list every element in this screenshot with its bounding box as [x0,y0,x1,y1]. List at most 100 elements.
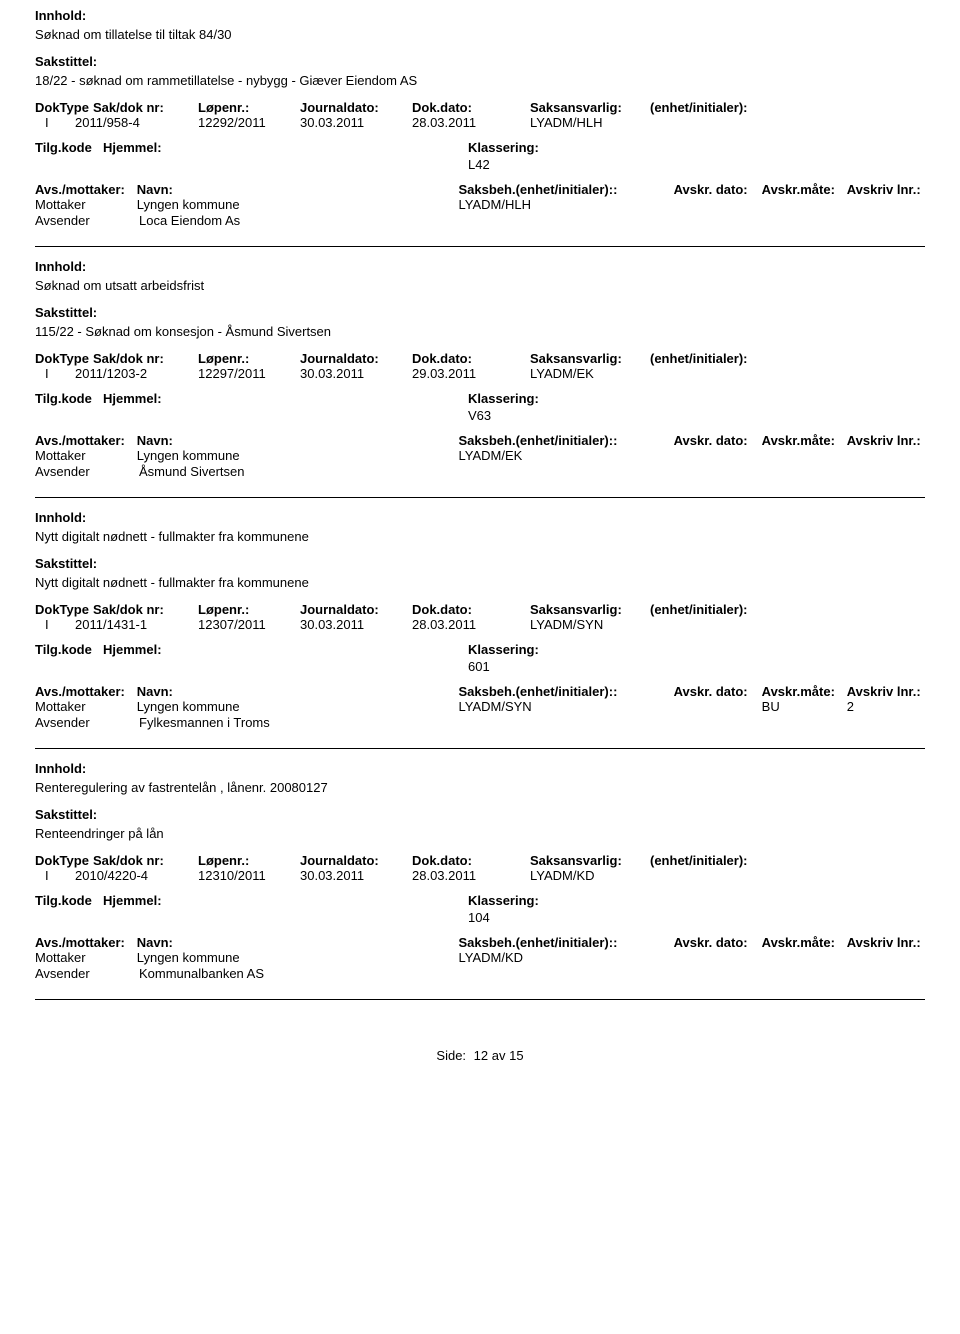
avskrlnr-value [847,448,925,463]
klassering-label: Klassering: [468,391,568,406]
avs-header-row: Avs./mottaker: Navn: Saksbeh.(enhet/init… [35,684,925,699]
page-current: 12 [474,1048,488,1063]
avs-header-row: Avs./mottaker: Navn: Saksbeh.(enhet/init… [35,433,925,448]
avsender-name: Loca Eiendom As [139,213,468,228]
innhold-label: Innhold: [35,8,925,23]
avsender-role: Avsender [35,213,139,228]
sakstittel-label: Sakstittel: [35,305,925,320]
innhold-label: Innhold: [35,761,925,776]
dokdato-label: Dok.dato: [412,100,530,115]
journal-entry: Innhold: Søknad om tillatelse til tiltak… [35,8,925,228]
avskrdato-label: Avskr. dato: [674,433,762,448]
avskrmate-value [762,448,847,463]
saksbeh-label: Saksbeh. [458,935,515,950]
avskrmate-label: Avskr.måte: [762,182,847,197]
journaldato-label: Journaldato: [300,853,412,868]
mottaker-name: Lyngen kommune [137,950,459,965]
saksbeh-label: Saksbeh. [458,684,515,699]
innhold-value: Renteregulering av fastrentelån , lånenr… [35,780,925,795]
doktype-value: I [35,617,75,632]
saksbeh-value: LYADM/HLH [458,197,673,212]
saksbeh-label: Saksbeh. [458,433,515,448]
lopenr-label: Løpenr.: [198,853,300,868]
avskrdato-label: Avskr. dato: [674,935,762,950]
page-footer: Side: 12 av 15 [35,1048,925,1063]
lopenr-label: Løpenr.: [198,100,300,115]
avskrmate-label: Avskr.måte: [762,935,847,950]
initialer-label: (enhet/initialer): [650,853,780,868]
avsender-name: Kommunalbanken AS [139,966,468,981]
saksbeh-initialer: (enhet/initialer): [516,182,614,197]
tilg-row: Tilg.kode Hjemmel: Klassering: [35,893,925,908]
saksbeh-label: Saksbeh. [458,182,515,197]
doc-header-row: DokType Sak/dok nr: Løpenr.: Journaldato… [35,100,925,115]
avsender-name: Åsmund Sivertsen [139,464,468,479]
sakdoknr-value: 2011/1431-1 [75,617,198,632]
navn-label: Navn: [137,182,459,197]
mottaker-name: Lyngen kommune [137,448,459,463]
journaldato-value: 30.03.2011 [300,115,412,130]
avskrmate-value: BU [762,699,847,714]
sakstittel-label: Sakstittel: [35,556,925,571]
journal-entry: Innhold: Søknad om utsatt arbeidsfrist S… [35,259,925,479]
sakstittel-label: Sakstittel: [35,807,925,822]
avskrmate-label: Avskr.måte: [762,684,847,699]
saksansvarlig-value: LYADM/KD [530,868,650,883]
hjemmel-label: Hjemmel: [103,391,468,406]
avs-header-row: Avs./mottaker: Navn: Saksbeh.(enhet/init… [35,182,925,197]
mottaker-role: Mottaker [35,448,137,463]
avsender-row: Avsender Fylkesmannen i Troms [35,715,925,730]
saksansvarlig-label: Saksansvarlig: [530,100,650,115]
sakdoknr-label: Sak/dok nr: [93,602,198,617]
sakstittel-value: Nytt digitalt nødnett - fullmakter fra k… [35,575,925,590]
avskrivlnr-label: Avskriv lnr.: [847,182,925,197]
sakdoknr-value: 2011/1203-2 [75,366,198,381]
journaldato-value: 30.03.2011 [300,868,412,883]
innhold-value: Søknad om tillatelse til tiltak 84/30 [35,27,925,42]
avsender-row: Avsender Loca Eiendom As [35,213,925,228]
sakstittel-value: Renteendringer på lån [35,826,925,841]
avsender-role: Avsender [35,464,139,479]
sakdoknr-value: 2010/4220-4 [75,868,198,883]
sakstittel-label: Sakstittel: [35,54,925,69]
avs-mottaker-label: Avs./mottaker: [35,935,137,950]
navn-label: Navn: [137,935,459,950]
saksansvarlig-value: LYADM/SYN [530,617,650,632]
mottaker-name: Lyngen kommune [137,197,459,212]
sakdoknr-label: Sak/dok nr: [93,100,198,115]
journal-entry: Innhold: Nytt digitalt nødnett - fullmak… [35,510,925,730]
doc-data-row: I 2010/4220-4 12310/2011 30.03.2011 28.0… [35,868,925,883]
saksbeh-initialer: (enhet/initialer): [516,684,614,699]
tilg-row: Tilg.kode Hjemmel: Klassering: [35,140,925,155]
page-sep: av [492,1048,506,1063]
tilg-row: Tilg.kode Hjemmel: Klassering: [35,642,925,657]
lopenr-value: 12307/2011 [198,617,300,632]
journaldato-value: 30.03.2011 [300,366,412,381]
doktype-value: I [35,868,75,883]
innhold-value: Nytt digitalt nødnett - fullmakter fra k… [35,529,925,544]
innhold-label: Innhold: [35,259,925,274]
sakdoknr-value: 2011/958-4 [75,115,198,130]
mottaker-row: Mottaker Lyngen kommune LYADM/SYN BU 2 [35,699,925,714]
lopenr-value: 12297/2011 [198,366,300,381]
dokdato-label: Dok.dato: [412,853,530,868]
sakstittel-value: 18/22 - søknad om rammetillatelse - nyby… [35,73,925,88]
hjemmel-label: Hjemmel: [103,893,468,908]
doc-header-row: DokType Sak/dok nr: Løpenr.: Journaldato… [35,602,925,617]
klassering-value: V63 [468,408,925,423]
entry-divider [35,748,925,749]
doc-header-row: DokType Sak/dok nr: Løpenr.: Journaldato… [35,351,925,366]
avskrmate-label: Avskr.måte: [762,433,847,448]
avs-mottaker-label: Avs./mottaker: [35,433,137,448]
dokdato-label: Dok.dato: [412,351,530,366]
mottaker-row: Mottaker Lyngen kommune LYADM/HLH [35,197,925,212]
mottaker-role: Mottaker [35,699,137,714]
avskrmate-value [762,197,847,212]
dokdato-value: 28.03.2011 [412,115,530,130]
doktype-value: I [35,115,75,130]
mottaker-row: Mottaker Lyngen kommune LYADM/KD [35,950,925,965]
dokdato-value: 28.03.2011 [412,868,530,883]
doktype-label: DokType [35,853,93,868]
side-label: Side: [436,1048,466,1063]
saksbeh-value: LYADM/EK [458,448,673,463]
